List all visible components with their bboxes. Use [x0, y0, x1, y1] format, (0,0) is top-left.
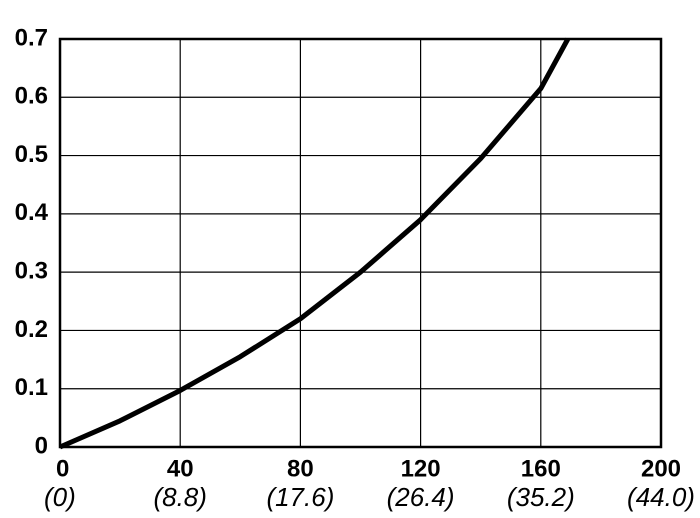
x-tick-label: 200 [641, 455, 681, 482]
y-tick-label: 0.3 [15, 257, 48, 284]
x-tick-label: 80 [287, 455, 314, 482]
y-tick-label: 0.4 [15, 199, 49, 226]
x-tick-sublabel: (35.2) [507, 482, 575, 512]
line [59, 37, 571, 450]
x-tick-label: 40 [167, 455, 194, 482]
y-tick-label: 0.5 [15, 141, 48, 168]
x-tick-sublabel: (8.8) [153, 482, 206, 512]
y-tick-label: 0.7 [15, 24, 48, 51]
x-tick-sublabel: (26.4) [387, 482, 455, 512]
x-tick-sublabel: (44.0) [627, 482, 695, 512]
x-tick-label: 120 [401, 455, 441, 482]
y-tick-label: 0.6 [15, 83, 48, 110]
y-tick-label: 0.1 [15, 374, 48, 401]
plot-frame [58, 37, 663, 449]
y-tick-label: 0.2 [15, 316, 48, 343]
x-tick-label: 160 [521, 455, 561, 482]
x-tick-label: 0 [56, 455, 69, 482]
x-tick-sublabel: (17.6) [266, 482, 334, 512]
y-tick-label: 0 [35, 432, 48, 459]
x-tick-sublabel: (0) [44, 482, 76, 512]
